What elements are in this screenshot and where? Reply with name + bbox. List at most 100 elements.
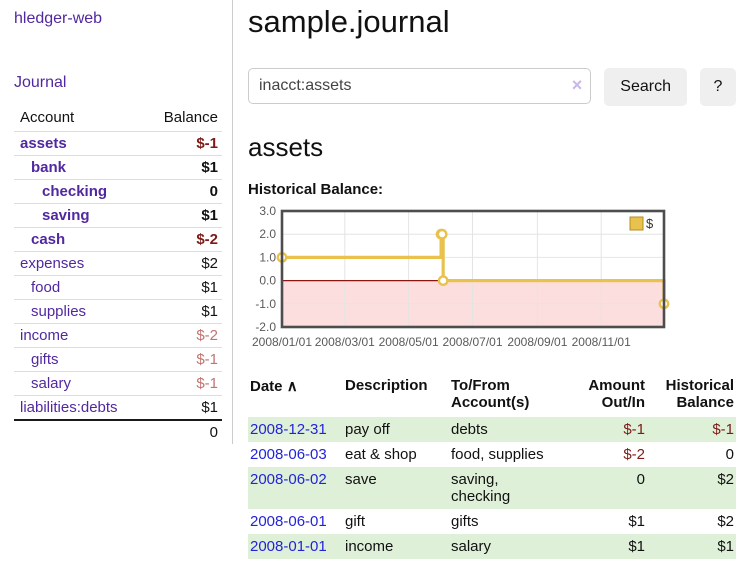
y-axis-tick-label: 2.0 — [259, 227, 276, 241]
historical-balance-chart: 2008/01/01 2008/03/01 2008/05/01 2008/07/01… — [248, 204, 736, 361]
accounts-column-header-txn: To/From Account(s) — [451, 377, 530, 411]
app-title-link[interactable]: hledger-web — [14, 10, 103, 27]
search-button[interactable]: Search — [604, 68, 687, 106]
page: hledger-web Journal Account Balance asse… — [14, 0, 742, 559]
transaction-row: 2008-06-02 save saving, checking 0 $2 — [248, 467, 736, 509]
transaction-date-link[interactable]: 2008-06-02 — [250, 471, 327, 488]
account-link[interactable]: saving — [42, 207, 90, 224]
transaction-date-link[interactable]: 2008-06-01 — [250, 513, 327, 530]
search-input[interactable] — [248, 68, 592, 104]
transaction-description: save — [345, 467, 451, 509]
transaction-description: pay off — [345, 417, 451, 442]
transaction-amount: $1 — [563, 534, 647, 559]
account-link[interactable]: food — [31, 279, 61, 296]
account-balance: $-1 — [143, 371, 222, 396]
account-balance: $-2 — [143, 227, 222, 252]
transaction-accounts: gifts — [451, 513, 479, 530]
account-link[interactable]: supplies — [31, 303, 87, 320]
account-link[interactable]: cash — [31, 231, 66, 248]
sidebar-item-journal[interactable]: Journal — [14, 74, 67, 91]
page-title: sample.journal — [248, 4, 450, 39]
data-point-marker — [437, 275, 449, 287]
y-axis-tick-label: 3.0 — [259, 204, 276, 218]
total-spacer — [14, 419, 144, 444]
account-row: bank $1 — [14, 155, 222, 180]
accounts-total-value: 0 — [143, 419, 222, 444]
account-heading: assets — [248, 132, 324, 162]
account-balance: $1 — [143, 395, 222, 420]
transactions-header-row: Date ∧ Description To/From Account(s) Am… — [248, 375, 736, 417]
account-row: assets $-1 — [14, 131, 222, 156]
account-balance: $-1 — [143, 347, 222, 372]
sort-ascending-icon: ∧ — [286, 378, 298, 395]
account-link[interactable]: salary — [31, 375, 72, 392]
account-link[interactable]: bank — [31, 159, 67, 176]
account-balance: $1 — [143, 203, 222, 228]
transaction-accounts: debts — [451, 417, 563, 442]
chart-title: Historical Balance: — [248, 181, 384, 198]
account-row: saving $1 — [14, 203, 222, 228]
clear-search-icon[interactable]: × — [571, 75, 583, 95]
transaction-description: eat & shop — [345, 446, 417, 463]
transaction-date-link[interactable]: 2008-12-31 — [250, 421, 327, 438]
transaction-description: gift — [345, 513, 366, 530]
account-balance: $1 — [143, 299, 222, 324]
legend-label: $ — [646, 216, 654, 231]
transaction-amount: $1 — [628, 513, 645, 530]
account-row: checking 0 — [14, 179, 222, 204]
account-balance: $-2 — [143, 323, 222, 348]
transaction-amount: $-1 — [563, 417, 647, 442]
transaction-balance: $2 — [717, 513, 734, 530]
account-row: expenses $2 — [14, 251, 222, 276]
plot-border — [280, 209, 666, 329]
description-column-header: Description — [345, 377, 428, 394]
x-axis-tick-label: 2008/09/01 — [507, 335, 567, 349]
historical-balance-column-header: Historical Balance — [665, 377, 734, 411]
legend-swatch — [629, 216, 644, 231]
account-link[interactable]: income — [20, 327, 69, 344]
transaction-balance: $2 — [647, 467, 736, 509]
account-link[interactable]: checking — [42, 183, 108, 200]
x-axis-tick-label: 2008/05/01 — [379, 335, 439, 349]
transaction-row: 2008-01-01 income salary $1 $1 — [248, 534, 736, 559]
transaction-amount: $-2 — [623, 446, 645, 463]
account-row: salary $-1 — [14, 371, 222, 396]
transaction-row: 2008-12-31 pay off debts $-1 $-1 — [248, 417, 736, 442]
account-balance: $2 — [143, 251, 222, 276]
amount-column-header: Amount Out/In — [588, 377, 645, 411]
x-axis-tick-label: 2008/01/01 — [252, 335, 312, 349]
chart-svg: 2008/01/01 2008/03/01 2008/05/01 2008/07/01… — [252, 204, 670, 349]
account-link[interactable]: expenses — [20, 255, 85, 272]
transaction-balance: $1 — [647, 534, 736, 559]
transactions-table: Date ∧ Description To/From Account(s) Am… — [248, 375, 736, 559]
account-balance: $1 — [143, 155, 222, 180]
transaction-balance: 0 — [725, 446, 734, 463]
y-axis-tick-label: -2.0 — [255, 320, 276, 334]
y-axis-tick-label: -1.0 — [255, 297, 276, 311]
accounts-header-row: Account Balance — [14, 106, 222, 132]
transaction-row: 2008-06-01 gift gifts $1 $2 — [248, 509, 736, 534]
account-row: liabilities:debts $1 — [14, 395, 222, 420]
transaction-description: income — [345, 534, 451, 559]
account-row: food $1 — [14, 275, 222, 300]
main-content: sample.journal × Search ? assets Histori… — [233, 0, 742, 559]
account-link[interactable]: gifts — [31, 351, 59, 368]
help-button[interactable]: ? — [700, 68, 736, 106]
transaction-date-link[interactable]: 2008-01-01 — [250, 538, 327, 555]
account-row: cash $-2 — [14, 227, 222, 252]
accounts-table: Account Balance assets $-1 bank $1 check… — [14, 106, 222, 444]
transaction-date-link[interactable]: 2008-06-03 — [250, 446, 327, 463]
balance-column-header: Balance — [163, 109, 218, 126]
x-axis-tick-label: 2008/03/01 — [315, 335, 375, 349]
account-row: income $-2 — [14, 323, 222, 348]
account-row: supplies $1 — [14, 299, 222, 324]
date-column-header[interactable]: Date ∧ — [250, 378, 298, 395]
account-row: gifts $-1 — [14, 347, 222, 372]
account-column-header: Account — [20, 109, 75, 126]
account-link[interactable]: liabilities:debts — [20, 399, 118, 416]
account-link[interactable]: assets — [20, 135, 67, 152]
data-point-marker — [436, 228, 448, 240]
account-balance: $1 — [143, 275, 222, 300]
x-axis-tick-label: 2008/07/01 — [442, 335, 502, 349]
account-balance: $-1 — [143, 131, 222, 156]
